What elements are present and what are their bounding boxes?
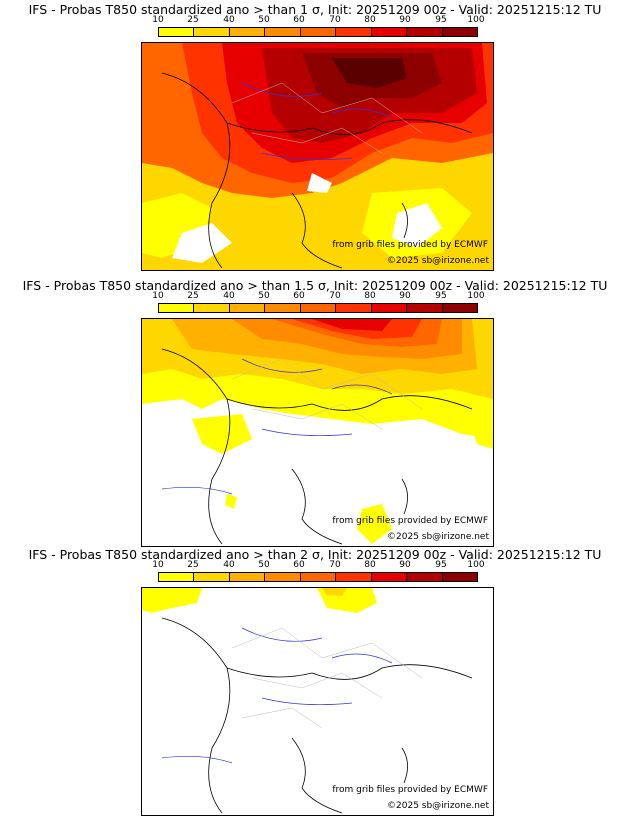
copyright-credit: ©2025 sb@irizone.net [387, 256, 489, 266]
colorbar-swatch [265, 573, 301, 581]
colorbar-swatch [371, 573, 408, 581]
colorbar-label: 100 [467, 291, 485, 301]
colorbar-swatch [371, 304, 408, 312]
colorbar-swatch [407, 304, 443, 312]
panel-title: IFS - Probas T850 standardized ano > tha… [28, 547, 602, 562]
probability-panel-2sigma: IFS - Probas T850 standardized ano > tha… [0, 547, 630, 817]
colorbar-label: 80 [364, 15, 376, 25]
colorbar-label: 95 [435, 560, 447, 570]
colorbar-label: 60 [293, 560, 305, 570]
map-graphic [142, 588, 493, 815]
colorbar-swatch [442, 304, 477, 312]
colorbar-label: 50 [258, 291, 270, 301]
colorbar-swatch [300, 28, 337, 36]
colorbar-swatch [265, 304, 301, 312]
colorbar-swatch [300, 304, 337, 312]
colorbar-swatch [229, 304, 266, 312]
probability-panel-1sigma: IFS - Probas T850 standardized ano > tha… [0, 2, 630, 272]
colorbar-label: 25 [187, 291, 199, 301]
colorbar-label: 10 [152, 291, 164, 301]
colorbar-swatch [442, 28, 477, 36]
colorbar-label: 25 [187, 15, 199, 25]
colorbar-label: 40 [223, 15, 235, 25]
probability-panel-1-5sigma: IFS - Probas T850 standardized ano > tha… [0, 278, 630, 548]
colorbar-swatch [194, 28, 230, 36]
data-source-credit: from grib files provided by ECMWF [332, 785, 488, 795]
colorbar-swatch [407, 28, 443, 36]
colorbar-label: 100 [467, 15, 485, 25]
colorbar-swatch [336, 304, 372, 312]
colorbar-swatch [159, 573, 195, 581]
colorbar-label: 95 [435, 15, 447, 25]
colorbar-swatch [300, 573, 337, 581]
colorbar-label: 90 [399, 291, 411, 301]
colorbar-labels: 10 25 40 50 60 70 80 90 95 100 [152, 15, 484, 26]
colorbar-label: 10 [152, 15, 164, 25]
probability-map: from grib files provided by ECMWF ©2025 … [141, 318, 494, 547]
copyright-credit: ©2025 sb@irizone.net [387, 801, 489, 811]
colorbar-label: 100 [467, 560, 485, 570]
colorbar-label: 80 [364, 560, 376, 570]
colorbar-label: 70 [329, 291, 341, 301]
colorbar-swatch [194, 304, 230, 312]
probability-map: from grib files provided by ECMWF ©2025 … [141, 42, 494, 271]
colorbar-swatch [371, 28, 408, 36]
colorbar-label: 95 [435, 291, 447, 301]
colorbar [158, 572, 478, 582]
colorbar-labels: 10 25 40 50 60 70 80 90 95 100 [152, 560, 484, 571]
panel-title: IFS - Probas T850 standardized ano > tha… [22, 278, 608, 293]
colorbar-swatch [265, 28, 301, 36]
colorbar-label: 40 [223, 560, 235, 570]
colorbar-label: 70 [329, 15, 341, 25]
colorbar-label: 10 [152, 560, 164, 570]
colorbar-swatch [159, 304, 195, 312]
data-source-credit: from grib files provided by ECMWF [332, 240, 488, 250]
colorbar [158, 27, 478, 37]
copyright-credit: ©2025 sb@irizone.net [387, 532, 489, 542]
panel-title: IFS - Probas T850 standardized ano > tha… [28, 2, 602, 17]
colorbar-swatch [229, 573, 266, 581]
data-source-credit: from grib files provided by ECMWF [332, 516, 488, 526]
colorbar-label: 60 [293, 291, 305, 301]
colorbar-label: 90 [399, 560, 411, 570]
colorbar-label: 80 [364, 291, 376, 301]
map-graphic [142, 43, 493, 270]
colorbar-label: 50 [258, 15, 270, 25]
colorbar-label: 50 [258, 560, 270, 570]
colorbar-label: 60 [293, 15, 305, 25]
colorbar-swatch [442, 573, 477, 581]
colorbar-swatch [336, 28, 372, 36]
colorbar-label: 90 [399, 15, 411, 25]
probability-map: from grib files provided by ECMWF ©2025 … [141, 587, 494, 816]
colorbar-label: 25 [187, 560, 199, 570]
colorbar-swatch [407, 573, 443, 581]
colorbar-label: 40 [223, 291, 235, 301]
colorbar-labels: 10 25 40 50 60 70 80 90 95 100 [152, 291, 484, 302]
colorbar-swatch [194, 573, 230, 581]
colorbar-swatch [159, 28, 195, 36]
colorbar-label: 70 [329, 560, 341, 570]
map-graphic [142, 319, 493, 546]
colorbar-swatch [229, 28, 266, 36]
colorbar-swatch [336, 573, 372, 581]
colorbar [158, 303, 478, 313]
